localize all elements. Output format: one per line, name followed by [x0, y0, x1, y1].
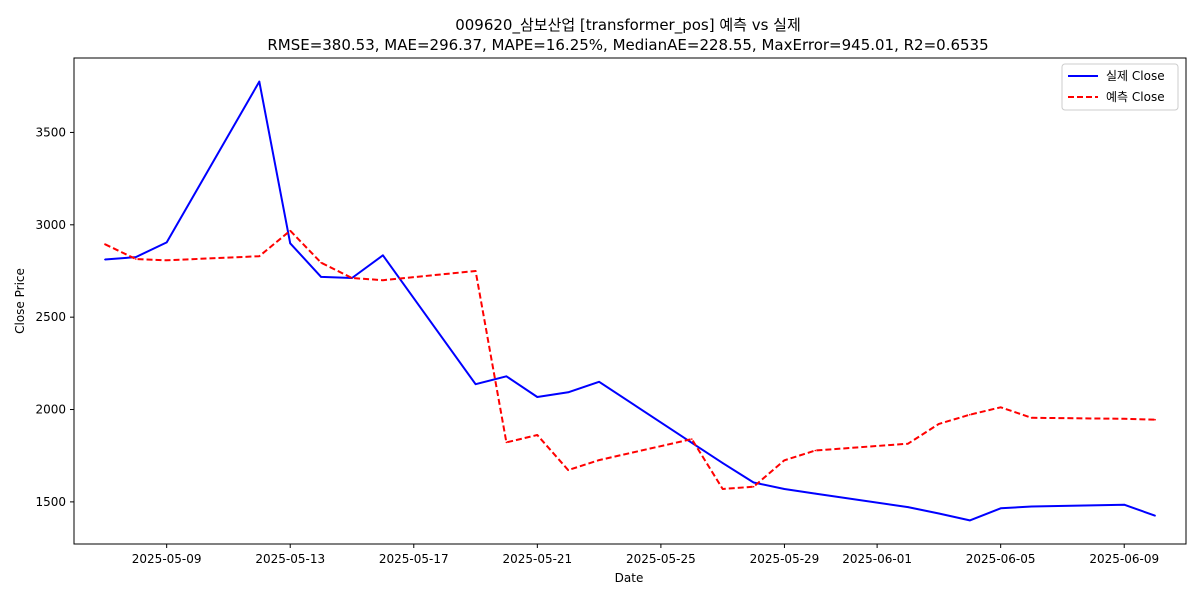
series-layer [104, 80, 1156, 522]
x-axis-label: Date [615, 571, 644, 585]
chart-title: 009620_삼보산업 [transformer_pos] 예측 vs 실제 [455, 16, 801, 35]
predicted-point [691, 438, 693, 440]
actual-point [1154, 514, 1156, 517]
chart-subtitle: RMSE=380.53, MAE=296.37, MAPE=16.25%, Me… [267, 36, 988, 54]
x-tick-label: 2025-06-01 [842, 552, 912, 566]
predicted-point [505, 441, 508, 444]
actual-point [752, 481, 755, 484]
x-tick-label: 2025-06-05 [966, 552, 1036, 566]
actual-point [938, 512, 940, 515]
actual-point [1123, 503, 1125, 506]
predicted-point [938, 423, 940, 425]
predicted-point [814, 449, 817, 452]
series-line-predicted [104, 229, 1156, 490]
predicted-point [320, 261, 322, 264]
x-tick-label: 2025-05-13 [255, 552, 325, 566]
predicted-point [567, 469, 569, 471]
predicted-point [598, 459, 600, 461]
plot-area [73, 57, 1187, 545]
actual-point [474, 383, 477, 386]
y-tick-label: 1500 [35, 495, 66, 509]
y-tick-label: 2500 [35, 310, 66, 324]
predicted-point [382, 279, 384, 282]
x-tick-label: 2025-06-09 [1089, 552, 1159, 566]
y-axis-label: Close Price [13, 268, 27, 334]
predicted-point [289, 229, 292, 232]
actual-point [135, 256, 137, 258]
predicted-point [721, 488, 724, 490]
actual-point [691, 442, 693, 444]
actual-point [505, 375, 508, 378]
y-axis-ticks: 1500 2000 2500 3000 3500 [35, 125, 74, 509]
x-tick-label: 2025-05-09 [132, 552, 202, 566]
predicted-point [752, 485, 755, 488]
actual-point [289, 242, 292, 245]
actual-point [320, 276, 322, 278]
predicted-point [999, 406, 1002, 409]
legend: 실제 Close 예측 Close [1061, 63, 1179, 111]
actual-point [382, 254, 384, 257]
actual-point [999, 507, 1002, 510]
predicted-point [1123, 418, 1125, 420]
y-tick-label: 3000 [35, 218, 66, 232]
predicted-point [135, 258, 137, 260]
actual-point [783, 488, 786, 490]
predicted-point [351, 277, 353, 279]
x-tick-label: 2025-05-21 [502, 552, 572, 566]
actual-point [536, 396, 539, 398]
predicted-point [104, 243, 106, 245]
predicted-point [969, 413, 971, 416]
y-tick-label: 2000 [35, 403, 66, 417]
actual-point [721, 462, 724, 464]
legend-predicted-label: 예측 Close [1106, 90, 1165, 104]
x-tick-label: 2025-05-17 [379, 552, 449, 566]
x-tick-label: 2025-05-25 [626, 552, 696, 566]
actual-point [165, 241, 168, 244]
legend-actual-label: 실제 Close [1106, 69, 1165, 83]
actual-point [104, 258, 106, 261]
predicted-point [1030, 417, 1033, 419]
actual-point [258, 80, 261, 83]
predicted-point [783, 459, 786, 462]
predicted-point [907, 442, 909, 445]
actual-point [598, 381, 600, 383]
actual-point [969, 519, 971, 522]
y-tick-label: 3500 [35, 125, 66, 139]
predicted-point [1154, 418, 1156, 421]
series-line-actual [104, 80, 1156, 522]
x-tick-label: 2025-05-29 [750, 552, 820, 566]
predicted-point [474, 270, 477, 272]
x-axis-ticks: 2025-05-09 2025-05-13 2025-05-17 2025-05-21… [132, 544, 1159, 566]
actual-point [907, 506, 909, 508]
actual-point [567, 391, 569, 394]
predicted-point [536, 434, 539, 436]
predicted-point [258, 255, 261, 257]
actual-point [1030, 505, 1033, 508]
predicted-point [165, 259, 168, 262]
actual-point [814, 492, 817, 495]
